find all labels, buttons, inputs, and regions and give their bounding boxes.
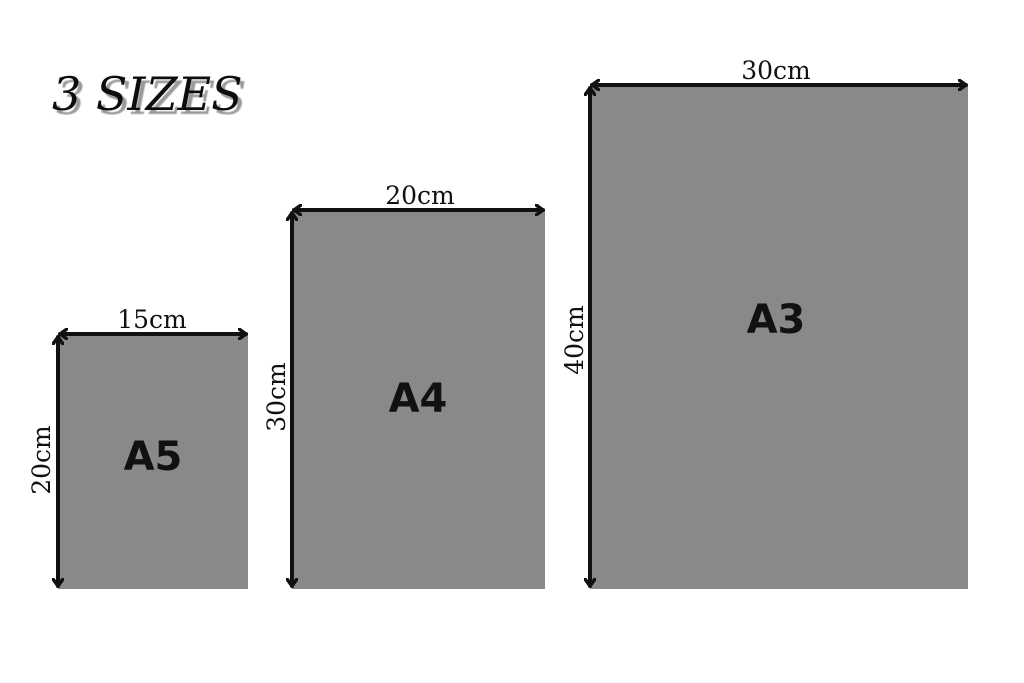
a3-sheet [590,85,968,589]
a5-height-label: 20cm [27,425,56,495]
a5-width-label: 15cm [117,305,187,334]
size-a5: 15cm 20cm A5 [27,305,248,589]
a3-name: A3 [747,297,806,343]
size-a3: 30cm 40cm A3 [560,56,968,589]
a3-height-label: 40cm [560,305,589,375]
a5-name: A5 [124,434,183,480]
size-a4: 20cm 30cm A4 [262,181,545,589]
a4-height-label: 30cm [262,362,291,432]
a3-width-label: 30cm [741,56,811,85]
a4-sheet [292,210,545,589]
title: 3 SIZES [52,67,243,121]
a4-width-label: 20cm [385,181,455,210]
a4-name: A4 [389,376,448,422]
a5-sheet [58,334,248,589]
